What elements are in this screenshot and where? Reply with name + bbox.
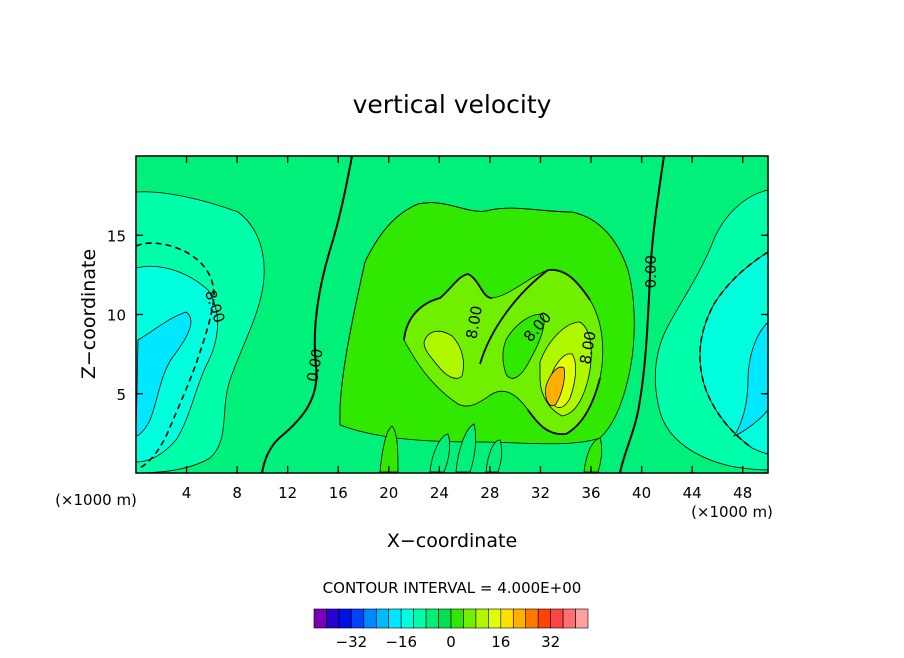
contour-value-label: 8.00 [576, 330, 600, 366]
contour-value-label: 8.00 [462, 304, 486, 340]
colorbar-tick-label: 16 [491, 633, 510, 651]
colorbar-swatch [326, 608, 340, 629]
x-tick-label: 32 [531, 484, 550, 502]
colorbar-swatch [550, 608, 564, 629]
x-tick-label: 12 [278, 484, 297, 502]
x-axis-label: X−coordinate [387, 530, 517, 552]
colorbar-swatch [488, 608, 502, 629]
chart-title: vertical velocity [353, 90, 552, 119]
colorbar-tick-label: 0 [446, 633, 456, 651]
contour-finger-3 [455, 423, 477, 473]
x-unit-right: (×1000 m) [691, 503, 773, 521]
colorbar-swatch [363, 608, 377, 629]
y-tick-label: 5 [116, 386, 126, 404]
contour-8-left-inner [403, 273, 493, 341]
y-tick-label: 15 [107, 227, 126, 245]
colorbar-swatch [388, 608, 402, 629]
contour-finger-2 [429, 433, 451, 473]
x-axis-ticks: 4 8 12 16 20 24 28 32 36 40 44 48 [182, 156, 752, 502]
colorbar-tick-label: −16 [385, 633, 417, 651]
colorbar-swatch [438, 608, 452, 629]
contour-interval: CONTOUR INTERVAL = 4.000E+00 [323, 579, 582, 597]
y-tick-label: 10 [107, 307, 126, 325]
colorbar [313, 608, 589, 629]
contour-left-neg8 [136, 265, 218, 463]
x-unit-left: (×1000 m) [55, 491, 137, 509]
contour-finger-5 [583, 437, 603, 473]
colorbar-swatch [525, 608, 539, 629]
colorbar-swatch [338, 608, 352, 629]
colorbar-swatch [500, 608, 514, 629]
colorbar-swatch [463, 608, 477, 629]
x-tick-label: 28 [480, 484, 499, 502]
colorbar-swatch [475, 608, 489, 629]
neg-contour-right [699, 251, 768, 449]
contour-finger-4 [485, 439, 503, 473]
contour-field [136, 156, 768, 473]
contour-8-right [527, 377, 601, 436]
contour-8-center [479, 269, 591, 365]
colorbar-tick-label: −32 [336, 633, 368, 651]
x-tick-label: 8 [232, 484, 242, 502]
x-tick-label: 48 [733, 484, 752, 502]
colorbar-swatch [425, 608, 439, 629]
x-tick-label: 36 [581, 484, 600, 502]
x-tick-label: 16 [329, 484, 348, 502]
contour-value-label: 0.00 [303, 347, 327, 383]
colorbar-tick-label: 32 [541, 633, 560, 651]
zero-contour-left [261, 156, 353, 473]
neg-contour-left [136, 242, 215, 469]
colorbar-swatch [575, 608, 589, 629]
colorbar-swatch [413, 608, 427, 629]
colorbar-swatch [450, 608, 464, 629]
contour-left-neg12 [136, 311, 192, 437]
colorbar-swatch [562, 608, 576, 629]
colorbar-swatch [313, 608, 327, 629]
colorbar-swatch [375, 608, 390, 629]
contour-lines [136, 156, 768, 473]
x-tick-label: 24 [430, 484, 449, 502]
contour-right-neg12 [732, 321, 768, 437]
colorbar-swatch [400, 608, 414, 629]
contour-inner-dip [502, 313, 545, 379]
x-tick-label: 20 [379, 484, 398, 502]
contour-center-12 [423, 330, 464, 379]
x-tick-label: 44 [683, 484, 702, 502]
contour-finger-1 [379, 425, 399, 473]
colorbar-swatch [512, 608, 527, 629]
colorbar-swatch [351, 608, 365, 629]
x-tick-label: 4 [182, 484, 192, 502]
zero-contour-right [619, 156, 665, 473]
y-axis-label: Z−coordinate [78, 249, 100, 379]
colorbar-labels: −32 −16 0 16 32 [336, 633, 561, 651]
y-axis-ticks: 5 10 15 [107, 227, 768, 404]
x-tick-label: 40 [632, 484, 651, 502]
contour-thin-outline [339, 202, 629, 426]
contour-value-label: 0.00 [642, 255, 660, 288]
colorbar-swatch [537, 608, 551, 629]
contour-center-24 [545, 366, 565, 407]
